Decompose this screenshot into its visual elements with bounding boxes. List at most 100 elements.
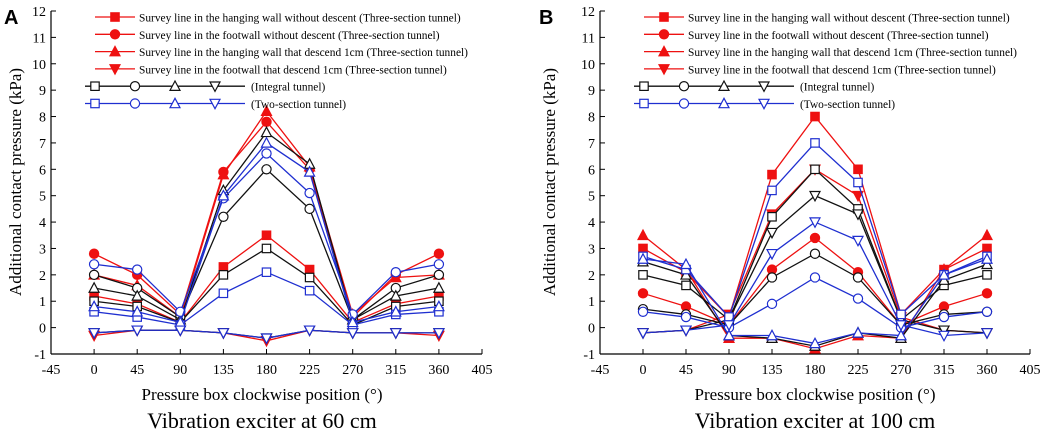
data-point-b-0	[853, 164, 863, 175]
data-point-b-7	[852, 209, 864, 221]
data-point-b-10	[938, 268, 950, 280]
panel-letter-b: B	[539, 7, 553, 29]
data-point-b-10	[981, 252, 993, 264]
legend-a: Survey line in the hanging wall without …	[85, 12, 468, 111]
data-point-b-4	[810, 164, 820, 175]
data-point-a-11	[260, 333, 273, 345]
series-line-b-10	[642, 258, 988, 345]
data-point-b-5	[766, 272, 778, 283]
data-point-a-9	[433, 259, 445, 270]
data-point-a-10	[389, 305, 402, 317]
y-tick-label-b: 7	[588, 137, 595, 152]
data-point-b-0	[767, 169, 777, 180]
x-tick-label-b: 0	[640, 363, 647, 378]
data-point-b-3	[852, 190, 864, 203]
data-point-b-0	[810, 111, 820, 122]
data-point-a-10	[346, 315, 359, 328]
data-point-a-11	[88, 328, 101, 340]
y-tick-label-b: 1	[588, 295, 595, 310]
data-point-b-4	[767, 212, 777, 222]
y-tick-label-b: -1	[583, 348, 595, 363]
data-point-b-11	[809, 217, 821, 229]
data-point-a-11	[303, 325, 316, 337]
data-point-a-2	[260, 104, 273, 117]
data-point-b-10	[637, 252, 649, 264]
x-tick-label-b: 270	[891, 363, 912, 378]
y-tick-label-b: 12	[581, 5, 595, 20]
y-tick-label-b: 11	[582, 31, 595, 46]
data-point-a-4	[304, 272, 315, 283]
data-point-b-9	[852, 293, 864, 304]
legend-label-a: (Two-section tunnel)	[251, 99, 346, 111]
y-tick-label-a: 6	[39, 163, 46, 178]
y-tick-label-a: 7	[39, 137, 46, 152]
data-point-a-9	[390, 267, 401, 278]
data-point-a-6	[131, 289, 144, 301]
data-point-a-9	[131, 264, 143, 275]
data-point-a-6	[389, 289, 402, 301]
data-point-a-0	[261, 230, 272, 241]
data-point-b-10	[852, 326, 864, 338]
x-axis-label-b: Pressure box clockwise position (°)	[695, 385, 936, 404]
y-tick-label-b: 2	[588, 269, 595, 284]
data-point-b-10	[809, 336, 821, 349]
legend-marker-b	[678, 80, 690, 92]
data-point-b-5	[809, 248, 821, 259]
x-tick-label-a: 90	[173, 363, 187, 378]
x-tick-label-a: 0	[91, 363, 98, 378]
data-point-b-8	[853, 177, 863, 188]
data-point-b-9	[981, 306, 993, 317]
series-line-b-9	[642, 276, 988, 329]
chart-panel-b: B Additional contact pressure (kPa) Pres…	[539, 5, 1041, 433]
data-point-b-7	[809, 190, 821, 203]
legend-marker-a	[109, 64, 121, 76]
y-tick-label-b: 5	[588, 190, 595, 205]
legend-label-b: (Integral tunnel)	[800, 82, 875, 94]
x-tick-label-a: 360	[428, 363, 449, 378]
data-point-b-11	[938, 330, 950, 343]
data-point-b-10	[680, 257, 692, 270]
data-point-b-1	[809, 232, 821, 244]
data-point-b-11	[852, 235, 864, 248]
y-tick-label-b: 9	[588, 84, 595, 99]
data-point-a-4	[261, 243, 272, 254]
chart-panel-a: A Additional contact pressure (kPa) Pres…	[4, 5, 493, 433]
panel-letter-a: A	[4, 7, 18, 29]
data-point-a-5	[261, 164, 272, 175]
data-point-a-10	[260, 136, 273, 148]
caption-b: Vibration exciter at 100 cm	[695, 408, 936, 433]
data-point-a-5	[304, 203, 315, 215]
legend-label-a: (Integral tunnel)	[251, 82, 326, 94]
series-line-b-5	[642, 252, 988, 326]
data-point-a-10	[131, 305, 144, 317]
data-point-a-6	[432, 281, 445, 293]
legend-label-b: Survey line in the footwall that descend…	[688, 64, 996, 76]
data-point-a-5	[433, 269, 445, 281]
legend-marker-a	[169, 79, 181, 92]
y-tick-label-b: 0	[588, 322, 595, 337]
x-tick-label-a: 315	[385, 363, 406, 378]
data-point-a-11	[174, 325, 187, 337]
legend-marker-a	[209, 81, 221, 93]
legend-label-b: Survey line in the hanging wall that des…	[688, 47, 1017, 59]
legend-label-b: Survey line in the hanging wall without …	[688, 13, 1010, 25]
data-point-b-10	[895, 329, 907, 341]
data-point-b-9	[680, 311, 692, 323]
legend-marker-a	[90, 98, 100, 109]
data-point-b-7	[766, 227, 778, 240]
legend-marker-b	[658, 29, 670, 40]
data-point-a-5	[88, 269, 100, 281]
legend-label-a: Survey line in the hanging wall that des…	[139, 47, 468, 59]
y-tick-label-a: 2	[39, 269, 46, 284]
data-point-a-2	[217, 168, 230, 180]
data-point-a-1	[261, 116, 272, 128]
y-tick-label-a: 8	[39, 111, 46, 126]
legend-label-a: Survey line in the hanging wall without …	[139, 13, 461, 25]
data-point-b-8	[767, 185, 777, 196]
legend-marker-b	[678, 98, 690, 109]
data-point-a-8	[261, 267, 272, 278]
legend-marker-b	[639, 98, 649, 109]
legend-marker-b	[659, 12, 669, 22]
legend-marker-a	[129, 98, 141, 109]
y-tick-label-a: 11	[33, 31, 46, 46]
